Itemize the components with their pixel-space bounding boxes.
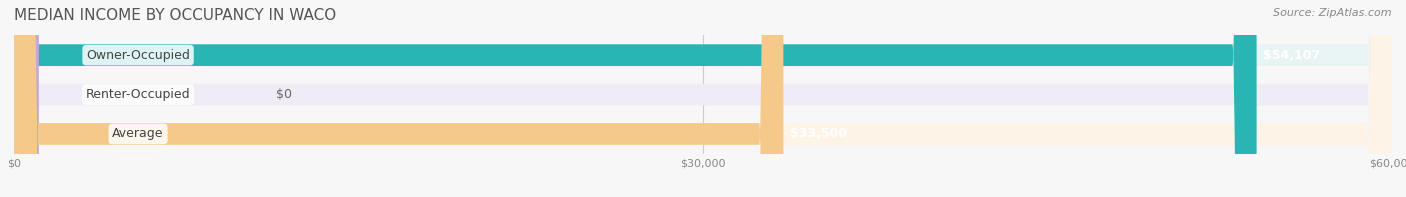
FancyBboxPatch shape bbox=[14, 0, 1392, 197]
Text: $0: $0 bbox=[276, 88, 292, 101]
FancyBboxPatch shape bbox=[14, 0, 1392, 197]
Text: Source: ZipAtlas.com: Source: ZipAtlas.com bbox=[1274, 8, 1392, 18]
Text: MEDIAN INCOME BY OCCUPANCY IN WACO: MEDIAN INCOME BY OCCUPANCY IN WACO bbox=[14, 8, 336, 23]
Text: Owner-Occupied: Owner-Occupied bbox=[86, 49, 190, 62]
Text: $54,107: $54,107 bbox=[1264, 49, 1320, 62]
FancyBboxPatch shape bbox=[14, 0, 783, 197]
Text: Renter-Occupied: Renter-Occupied bbox=[86, 88, 190, 101]
FancyBboxPatch shape bbox=[14, 0, 1257, 197]
Text: Average: Average bbox=[112, 127, 165, 140]
FancyBboxPatch shape bbox=[14, 0, 39, 197]
FancyBboxPatch shape bbox=[14, 0, 1392, 197]
Text: $33,500: $33,500 bbox=[790, 127, 848, 140]
